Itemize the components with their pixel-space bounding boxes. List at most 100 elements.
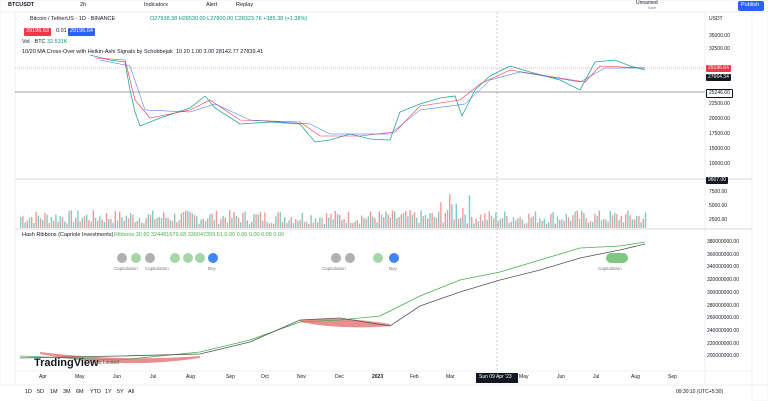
hash-label: 200000000.00 xyxy=(707,353,739,360)
volume-label: 5000.00 xyxy=(709,203,728,209)
volume-bar xyxy=(211,213,213,228)
time-label: Aug xyxy=(631,374,640,380)
volume-bar xyxy=(545,223,548,228)
volume-bar xyxy=(163,212,165,228)
save[interactable]: Save xyxy=(648,6,656,10)
volume-bar xyxy=(81,218,83,228)
volume-bar xyxy=(207,218,209,228)
dot xyxy=(170,253,180,263)
volume-bar xyxy=(559,220,561,228)
range-button[interactable]: 1M xyxy=(50,389,58,395)
volume-bar xyxy=(215,210,218,228)
hash-label: 360000000.00 xyxy=(707,251,739,258)
volume-bar xyxy=(607,221,609,228)
volume-bar xyxy=(508,222,510,228)
volume-bar xyxy=(253,214,255,228)
volume-bar xyxy=(407,216,409,228)
range-button[interactable]: YTD xyxy=(90,389,101,395)
volume-bar xyxy=(281,221,284,228)
volume-bar xyxy=(229,210,231,228)
volume-bar xyxy=(292,223,295,228)
range-button[interactable]: 5D xyxy=(37,389,45,395)
volume-bar xyxy=(235,215,237,228)
volume-bar xyxy=(297,220,299,228)
ma-slow xyxy=(99,59,645,135)
volume-tag: 9607.00 xyxy=(706,177,729,184)
volume-bar xyxy=(121,217,123,228)
symbol[interactable]: BTCUSDT xyxy=(8,2,35,8)
volume-bar xyxy=(141,222,143,228)
volume-bar xyxy=(442,222,444,228)
interval[interactable]: 2h xyxy=(80,2,87,8)
volume-bar xyxy=(68,210,70,228)
volume-bar xyxy=(358,223,361,228)
range-button[interactable]: 1Y xyxy=(105,389,112,395)
sell-button[interactable]: 29196.63 xyxy=(24,28,51,36)
volume-bar xyxy=(341,220,343,228)
buy-button[interactable]: 29196.64 xyxy=(68,28,95,36)
alert[interactable]: Alert xyxy=(206,2,218,8)
volume-bar xyxy=(246,220,248,228)
volume-bar xyxy=(224,217,226,228)
volume-bar xyxy=(284,217,286,228)
volume-bar xyxy=(266,221,268,228)
volume-legend: Vol · BTC xyxy=(22,39,46,45)
volume-bar xyxy=(345,222,347,228)
range-button[interactable]: 1D xyxy=(25,389,33,395)
volume-bar xyxy=(268,223,270,228)
publish[interactable]: Publish xyxy=(741,2,760,8)
time-label: Feb xyxy=(410,374,419,380)
volume-bar xyxy=(237,217,240,228)
volume-bar xyxy=(352,223,354,228)
ribbon-label: Capitulation xyxy=(114,266,138,271)
indicators[interactable]: Indicators xyxy=(144,2,168,8)
volume-bar xyxy=(279,212,281,228)
ribbon-label: Capitulation xyxy=(322,266,346,271)
ma-values: 10 20 1.00 3.00 28142.77 27839.41 xyxy=(176,49,264,55)
volume-bar xyxy=(169,220,171,228)
spread: 0.01 xyxy=(56,28,67,34)
volume-bar xyxy=(288,220,290,228)
range-button[interactable]: All xyxy=(128,389,135,395)
volume-bar xyxy=(277,212,279,228)
volume-bar xyxy=(387,214,389,228)
volume-bar xyxy=(435,217,438,228)
volume-bar xyxy=(512,217,515,228)
volume-bar xyxy=(319,217,321,228)
dot xyxy=(145,253,155,263)
volume-bar xyxy=(420,210,422,228)
volume-bar xyxy=(464,214,466,228)
volume-bar xyxy=(581,210,583,228)
volume-bar xyxy=(160,217,163,228)
volume-bar xyxy=(574,211,576,228)
volume-bar xyxy=(185,210,187,228)
volume-bar xyxy=(418,222,420,228)
range-button[interactable]: 5Y xyxy=(117,389,124,395)
volume-bar xyxy=(416,217,418,228)
dot xyxy=(208,253,218,263)
volume-bar xyxy=(339,215,341,228)
volume-bar xyxy=(616,214,618,228)
volume-bar xyxy=(356,219,358,228)
volume-bar xyxy=(585,218,587,228)
volume-bar xyxy=(61,217,64,228)
volume-bar xyxy=(167,217,169,228)
volume-label: 7500.00 xyxy=(709,189,728,195)
range-button[interactable]: 6M xyxy=(76,389,84,395)
replay[interactable]: Replay xyxy=(236,2,254,8)
volume-bar xyxy=(180,213,182,228)
publish-button[interactable] xyxy=(738,1,764,11)
volume-bar xyxy=(471,216,473,228)
volume-bar xyxy=(222,215,224,228)
range-button[interactable]: 3M xyxy=(63,389,71,395)
price-tag: 29196.64 xyxy=(706,65,731,72)
volume-bar xyxy=(209,214,211,228)
volume-bar xyxy=(550,213,552,228)
volume-bar xyxy=(134,222,136,228)
volume-bar xyxy=(119,211,121,228)
layout-name[interactable]: Unnamed xyxy=(636,0,658,6)
volume-bar xyxy=(383,217,385,228)
volume-bar xyxy=(101,219,103,228)
volume-bar xyxy=(290,217,292,228)
